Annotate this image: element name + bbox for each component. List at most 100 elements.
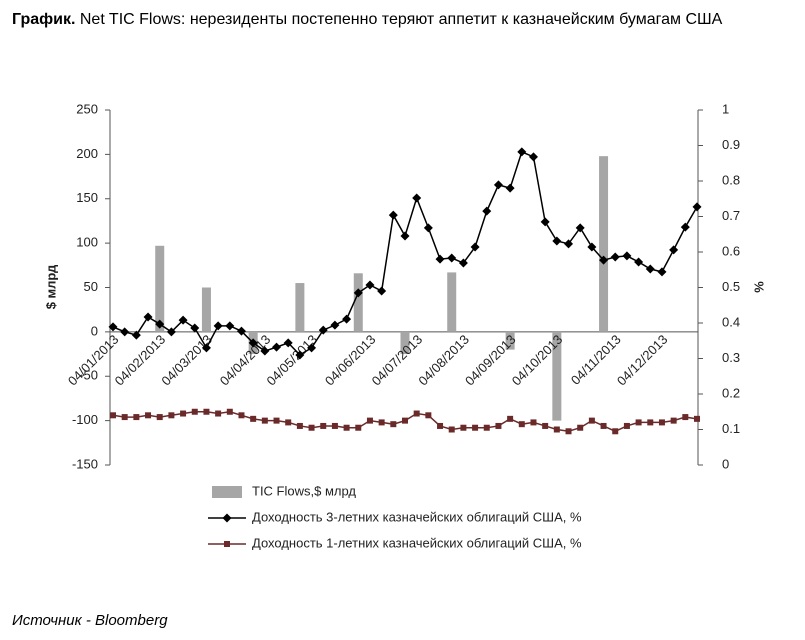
point: [588, 417, 595, 424]
point: [156, 414, 163, 421]
x-tick-label: 04/03/2013: [158, 332, 215, 389]
point: [437, 422, 444, 429]
legend-label: Доходность 1-летних казначейских облигац…: [252, 535, 582, 550]
point: [669, 245, 679, 255]
y2-tick-label: 0.9: [722, 137, 740, 152]
point: [145, 412, 152, 419]
point: [331, 422, 338, 429]
y-axis-label: $ млрд: [43, 264, 58, 309]
point: [634, 257, 644, 267]
point: [670, 417, 677, 424]
point: [215, 410, 222, 417]
legend-label: TIC Flows,$ млрд: [252, 483, 356, 498]
point: [587, 242, 597, 252]
legend-marker: [222, 513, 232, 523]
point: [530, 419, 537, 426]
point: [248, 338, 258, 348]
y2-tick-label: 0.7: [722, 208, 740, 223]
point: [680, 222, 690, 232]
point: [507, 415, 514, 422]
bar: [447, 272, 457, 332]
point: [272, 342, 282, 352]
point: [190, 323, 200, 333]
point: [168, 412, 175, 419]
point: [110, 412, 116, 419]
x-tick-label: 04/12/2013: [614, 332, 671, 389]
point: [647, 419, 654, 426]
point: [390, 421, 397, 428]
y2-tick-label: 0.5: [722, 279, 740, 294]
point: [553, 426, 560, 433]
point: [412, 193, 422, 203]
point: [493, 180, 503, 190]
legend-marker: [224, 541, 230, 547]
point: [622, 251, 632, 261]
point: [645, 264, 655, 274]
point: [435, 254, 445, 264]
point: [225, 321, 235, 331]
point: [657, 267, 667, 277]
line: [112, 150, 698, 356]
point: [565, 428, 572, 435]
point: [400, 231, 410, 241]
point: [307, 343, 317, 353]
point: [318, 325, 328, 335]
point: [612, 428, 619, 435]
y-tick-label: 50: [84, 279, 98, 294]
point: [366, 417, 373, 424]
point: [517, 147, 527, 157]
y-tick-label: -50: [79, 368, 98, 383]
point: [308, 424, 315, 431]
y2-tick-label: 0.8: [722, 172, 740, 187]
point: [108, 322, 118, 332]
point: [250, 415, 257, 422]
y2-axis-label: %: [752, 281, 767, 293]
point: [178, 315, 188, 325]
point: [236, 326, 246, 336]
y2-tick-label: 0: [722, 456, 729, 471]
point: [296, 422, 303, 429]
y2-tick-label: 0.1: [722, 421, 740, 436]
point: [610, 252, 620, 262]
bar: [353, 273, 363, 332]
point: [542, 422, 549, 429]
point: [261, 417, 268, 424]
point: [226, 408, 233, 415]
point: [133, 414, 140, 421]
point: [423, 223, 433, 233]
point: [388, 210, 398, 220]
point: [320, 422, 327, 429]
title-text: Net TIC Flows: нерезиденты постепенно те…: [79, 11, 723, 28]
point: [273, 417, 280, 424]
point: [402, 417, 408, 424]
point: [635, 419, 642, 426]
point: [191, 408, 198, 415]
point: [143, 312, 153, 322]
point: [238, 412, 245, 419]
bar: [201, 287, 211, 332]
point: [694, 415, 700, 422]
y2-tick-label: 0.6: [722, 243, 740, 258]
point: [378, 419, 385, 426]
point: [447, 253, 457, 263]
point: [540, 217, 550, 227]
y2-tick-label: 0.2: [722, 385, 740, 400]
y2-tick-label: 0.4: [722, 314, 740, 329]
point: [564, 239, 574, 249]
point: [155, 319, 165, 329]
point: [180, 410, 187, 417]
point: [120, 327, 130, 337]
bar: [400, 331, 410, 355]
point: [201, 343, 211, 353]
point: [448, 426, 455, 433]
bar: [295, 283, 305, 332]
point: [377, 286, 387, 296]
point: [458, 258, 468, 268]
y-tick-label: 100: [76, 235, 98, 250]
point: [353, 288, 363, 298]
y-tick-label: 0: [91, 323, 98, 338]
point: [518, 421, 525, 428]
point: [283, 338, 293, 348]
chart-title: График. Net TIC Flows: нерезиденты посте…: [12, 10, 792, 30]
